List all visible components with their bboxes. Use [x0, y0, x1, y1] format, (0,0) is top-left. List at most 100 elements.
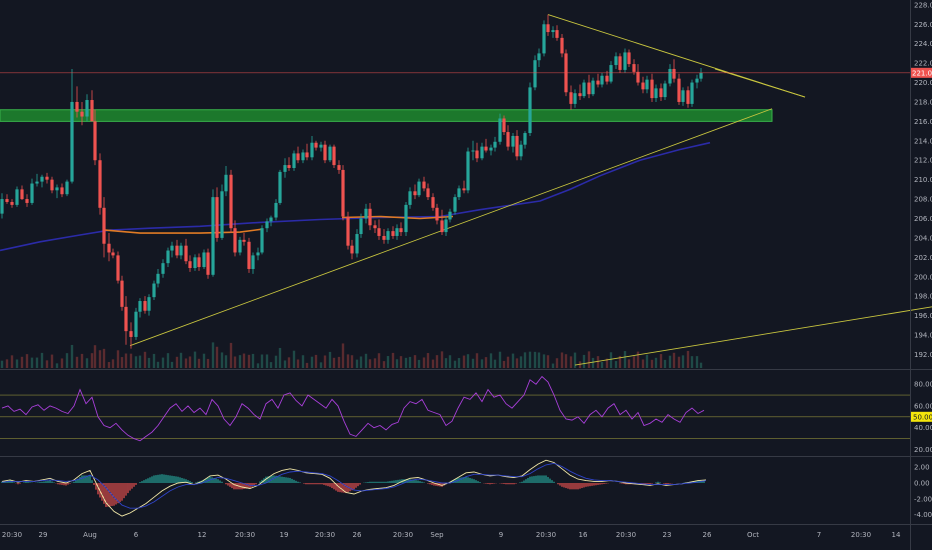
candle[interactable] — [70, 68, 74, 184]
candle[interactable] — [202, 249, 206, 269]
candle[interactable] — [686, 86, 690, 108]
candle[interactable] — [242, 233, 246, 246]
candle[interactable] — [328, 144, 332, 163]
candle[interactable] — [431, 193, 435, 211]
candle[interactable] — [596, 73, 600, 88]
candle[interactable] — [471, 140, 475, 161]
candle[interactable] — [462, 180, 466, 194]
candle[interactable] — [609, 61, 613, 84]
candle[interactable] — [587, 74, 591, 99]
candle[interactable] — [111, 248, 115, 259]
candle[interactable] — [502, 115, 506, 135]
candle[interactable] — [296, 146, 300, 164]
candle[interactable] — [184, 238, 188, 265]
candle[interactable] — [475, 142, 479, 163]
candle[interactable] — [107, 233, 111, 262]
candlesticks[interactable] — [0, 14, 703, 349]
candle[interactable] — [211, 189, 215, 277]
candle[interactable] — [542, 20, 546, 57]
candle[interactable] — [373, 220, 377, 234]
candle[interactable] — [695, 74, 699, 89]
candle[interactable] — [260, 225, 264, 255]
candle[interactable] — [305, 143, 309, 161]
candle[interactable] — [5, 194, 9, 204]
candle[interactable] — [247, 237, 251, 273]
trendlines[interactable] — [129, 14, 932, 366]
candle[interactable] — [45, 172, 49, 184]
candle[interactable] — [323, 140, 327, 164]
candle[interactable] — [233, 220, 237, 257]
candle[interactable] — [484, 138, 488, 153]
candle[interactable] — [672, 59, 676, 83]
candle[interactable] — [206, 248, 210, 279]
candle[interactable] — [632, 59, 636, 75]
candle[interactable] — [50, 176, 54, 194]
candle[interactable] — [466, 147, 470, 194]
candle[interactable] — [654, 84, 658, 102]
candle[interactable] — [523, 131, 527, 149]
candle[interactable] — [138, 298, 142, 318]
candle[interactable] — [453, 194, 457, 215]
candle[interactable] — [578, 84, 582, 101]
candle[interactable] — [251, 252, 255, 274]
candle[interactable] — [193, 254, 197, 271]
candle[interactable] — [161, 259, 165, 278]
candle[interactable] — [224, 166, 228, 197]
candle[interactable] — [560, 33, 564, 58]
candle[interactable] — [591, 77, 595, 97]
candle[interactable] — [528, 82, 532, 136]
candle[interactable] — [197, 253, 201, 271]
candle[interactable] — [124, 296, 128, 345]
candle[interactable] — [65, 179, 69, 197]
candle[interactable] — [341, 165, 345, 221]
candle[interactable] — [319, 141, 323, 152]
candle[interactable] — [60, 183, 64, 198]
candle[interactable] — [269, 215, 273, 227]
candle[interactable] — [408, 187, 412, 209]
candle[interactable] — [80, 101, 84, 126]
candle[interactable] — [426, 183, 430, 201]
candle[interactable] — [506, 125, 510, 151]
candle[interactable] — [444, 216, 448, 236]
candle[interactable] — [116, 251, 120, 284]
candle[interactable] — [188, 255, 192, 272]
candle[interactable] — [265, 218, 269, 233]
candle[interactable] — [668, 64, 672, 87]
candle[interactable] — [659, 83, 663, 101]
candle[interactable] — [636, 64, 640, 86]
candle[interactable] — [30, 178, 34, 205]
candle[interactable] — [129, 322, 133, 349]
candle[interactable] — [283, 158, 287, 178]
candle[interactable] — [368, 202, 372, 231]
candle[interactable] — [143, 296, 147, 314]
candle[interactable] — [511, 133, 515, 153]
candle[interactable] — [641, 76, 645, 94]
candle[interactable] — [359, 213, 363, 238]
candle[interactable] — [292, 150, 296, 171]
candle[interactable] — [391, 226, 395, 239]
candle[interactable] — [25, 194, 29, 207]
candle[interactable] — [618, 53, 622, 73]
candle[interactable] — [238, 236, 242, 256]
candle[interactable] — [10, 199, 14, 208]
candle[interactable] — [93, 109, 97, 166]
candle[interactable] — [404, 201, 408, 236]
candle[interactable] — [551, 26, 555, 38]
candle[interactable] — [480, 142, 484, 161]
candle[interactable] — [215, 187, 219, 242]
candle[interactable] — [175, 239, 179, 259]
candle[interactable] — [55, 184, 59, 199]
candle[interactable] — [645, 75, 649, 94]
candle[interactable] — [301, 149, 305, 164]
candle[interactable] — [422, 176, 426, 192]
candle[interactable] — [699, 67, 703, 82]
candle[interactable] — [156, 268, 160, 288]
candle[interactable] — [605, 70, 609, 85]
candle[interactable] — [519, 140, 523, 161]
candle[interactable] — [489, 144, 493, 156]
candle[interactable] — [120, 275, 124, 311]
candle[interactable] — [287, 157, 291, 171]
candle[interactable] — [90, 90, 94, 122]
